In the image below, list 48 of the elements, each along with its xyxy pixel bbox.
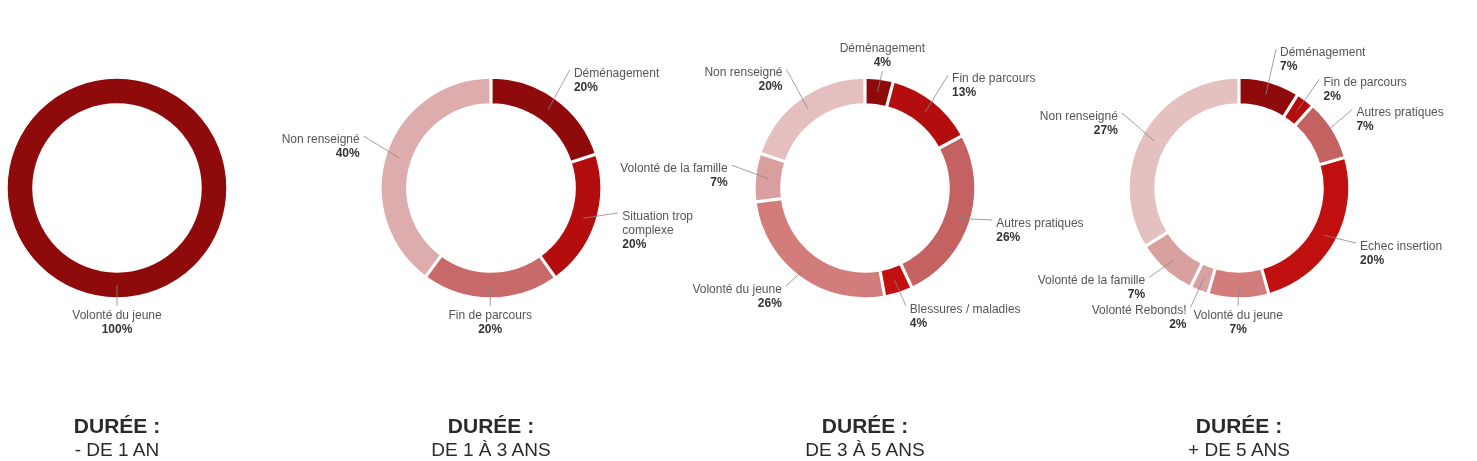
- slice-label: Déménagement: [573, 65, 660, 80]
- data-label: 7%: [1356, 119, 1375, 134]
- data-label: 7%: [1229, 322, 1248, 336]
- data-label: 27%: [1093, 122, 1119, 137]
- text: + DE 5 ANS: [1188, 439, 1290, 460]
- slice-label: Fin de parcours: [448, 308, 532, 322]
- text: DURÉE :: [447, 414, 535, 437]
- data-label: 4%: [873, 55, 892, 70]
- data-label: 26%: [757, 296, 783, 311]
- data-label: 20%: [1360, 253, 1385, 268]
- slice-label: Echec insertion: [1360, 239, 1443, 254]
- data-label: 2%: [1169, 317, 1187, 332]
- slice-label: Volonté Rebonds!: [1091, 303, 1187, 318]
- slice-label: Autres pratiques: [1356, 105, 1444, 120]
- slice-label: Volonté de la famille: [1037, 273, 1146, 288]
- data-label: 20%: [622, 236, 647, 251]
- slice-label: Volonté de la famille: [620, 161, 728, 176]
- text: DE 1 À 3 ANS: [431, 439, 551, 460]
- data-label: 100%: [101, 322, 133, 336]
- slice-label: Non renseigné: [281, 132, 361, 147]
- data-label: 20%: [758, 79, 783, 94]
- data-label: 7%: [1280, 59, 1298, 74]
- text: DE 3 À 5 ANS: [805, 439, 925, 460]
- text: DURÉE :: [73, 414, 161, 437]
- data-label: 7%: [710, 175, 728, 190]
- data-label: 26%: [996, 230, 1021, 245]
- slice-label: Volonté du jeune: [692, 282, 783, 297]
- slice-label: Fin de parcours: [952, 71, 1036, 86]
- slice-label: Déménagement: [1280, 45, 1367, 60]
- slice-label: Autres pratiques: [996, 216, 1084, 231]
- data-label: 2%: [1323, 89, 1342, 104]
- data-label: 13%: [952, 85, 977, 100]
- slice-label: Déménagement: [839, 41, 926, 56]
- data-label: 40%: [335, 146, 361, 161]
- data-label: 4%: [909, 315, 928, 330]
- text: DURÉE :: [821, 414, 909, 437]
- slice-label: Volonté du jeune: [72, 308, 163, 322]
- slice-label: Fin de parcours: [1323, 75, 1407, 90]
- text: - DE 1 AN: [74, 439, 160, 460]
- text: DURÉE :: [1195, 414, 1283, 437]
- slice-label: Situation trop complexe: [622, 208, 694, 237]
- data-label: 20%: [478, 322, 503, 336]
- slice-label: Non renseigné: [704, 65, 783, 80]
- data-label: 7%: [1127, 287, 1146, 302]
- slice-label: Blessures / maladies: [909, 301, 1021, 316]
- slice-label: Non renseigné: [1039, 108, 1119, 123]
- slice-label: Volonté du jeune: [1193, 308, 1284, 322]
- data-label: 20%: [573, 79, 599, 94]
